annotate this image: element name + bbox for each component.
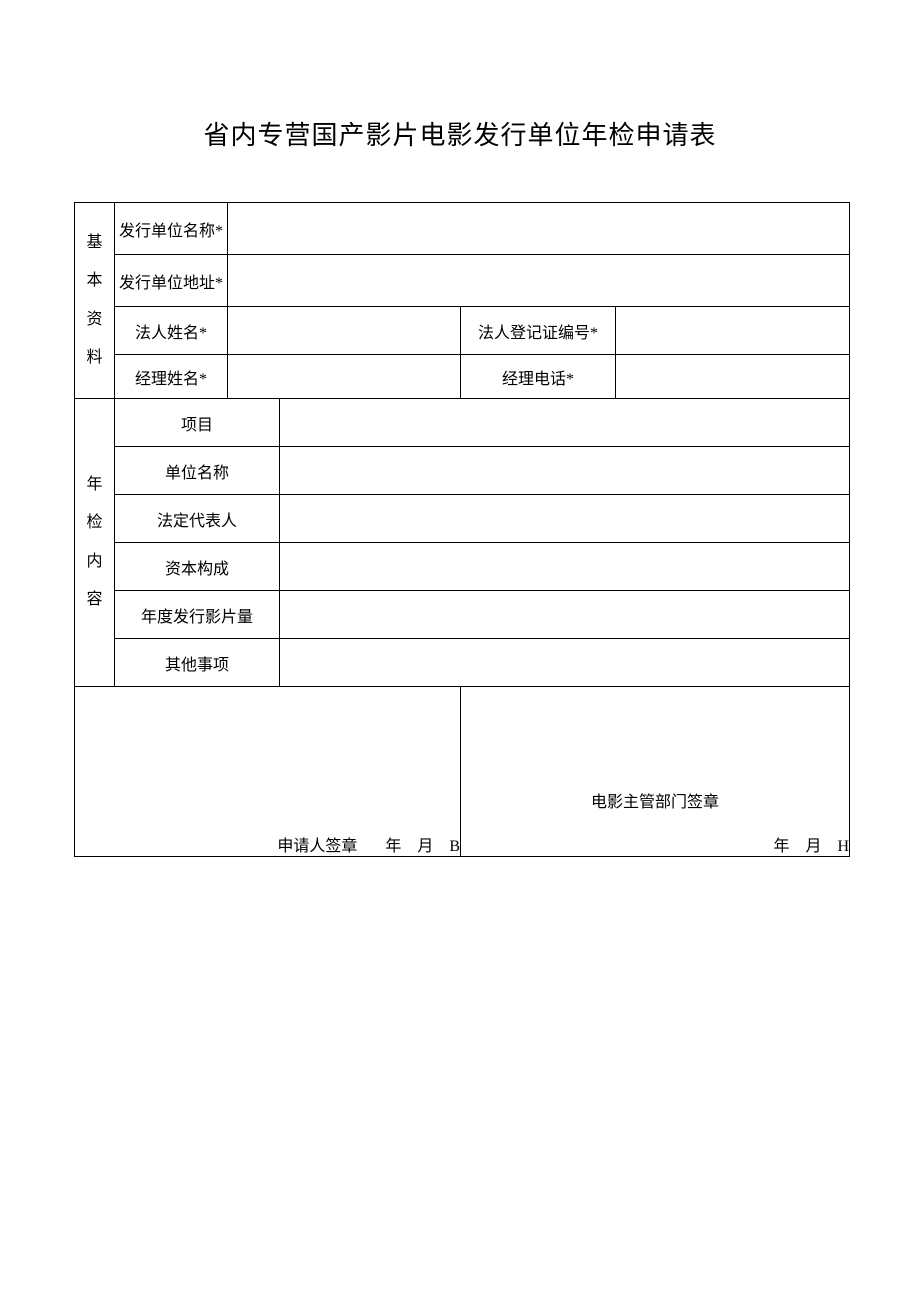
authority-signature-cell: 电影主管部门签章 年 月 H [461,687,850,857]
other-matters-label: 其他事项 [115,639,280,687]
page-title: 省内专营国产影片电影发行单位年检申请表 [0,0,920,202]
annual-volume-value[interactable] [280,591,850,639]
legal-reg-no-label: 法人登记证编号* [461,307,616,355]
other-matters-value[interactable] [280,639,850,687]
authority-signature-date: 年 月 H [461,832,849,856]
section1-header: 基本资料 [75,203,115,399]
applicant-signature-line: 申请人签章 年 月 B [75,832,460,856]
item-label: 项目 [115,399,280,447]
unit-name-value[interactable] [228,203,850,255]
authority-signature-title: 电影主管部门签章 [461,788,849,812]
capital-label: 资本构成 [115,543,280,591]
unit-name2-value[interactable] [280,447,850,495]
capital-value[interactable] [280,543,850,591]
manager-name-label: 经理姓名* [115,355,228,399]
legal-rep-value[interactable] [280,495,850,543]
unit-name-label: 发行单位名称* [115,203,228,255]
application-form-table: 基本资料 发行单位名称* 发行单位地址* 法人姓名* 法人登记证编号* 经理姓名… [74,202,850,857]
section2-header: 年检内容 [75,399,115,687]
manager-phone-label: 经理电话* [461,355,616,399]
manager-name-value[interactable] [228,355,461,399]
legal-reg-no-value[interactable] [616,307,850,355]
unit-address-label: 发行单位地址* [115,255,228,307]
section2-header-text: 年检内容 [86,476,102,608]
unit-address-value[interactable] [228,255,850,307]
unit-name2-label: 单位名称 [115,447,280,495]
manager-phone-value[interactable] [616,355,850,399]
legal-rep-label: 法定代表人 [115,495,280,543]
section1-header-text: 基本资料 [86,234,102,366]
applicant-signature-cell: 申请人签章 年 月 B [75,687,461,857]
item-value[interactable] [280,399,850,447]
legal-name-label: 法人姓名* [115,307,228,355]
annual-volume-label: 年度发行影片量 [115,591,280,639]
legal-name-value[interactable] [228,307,461,355]
